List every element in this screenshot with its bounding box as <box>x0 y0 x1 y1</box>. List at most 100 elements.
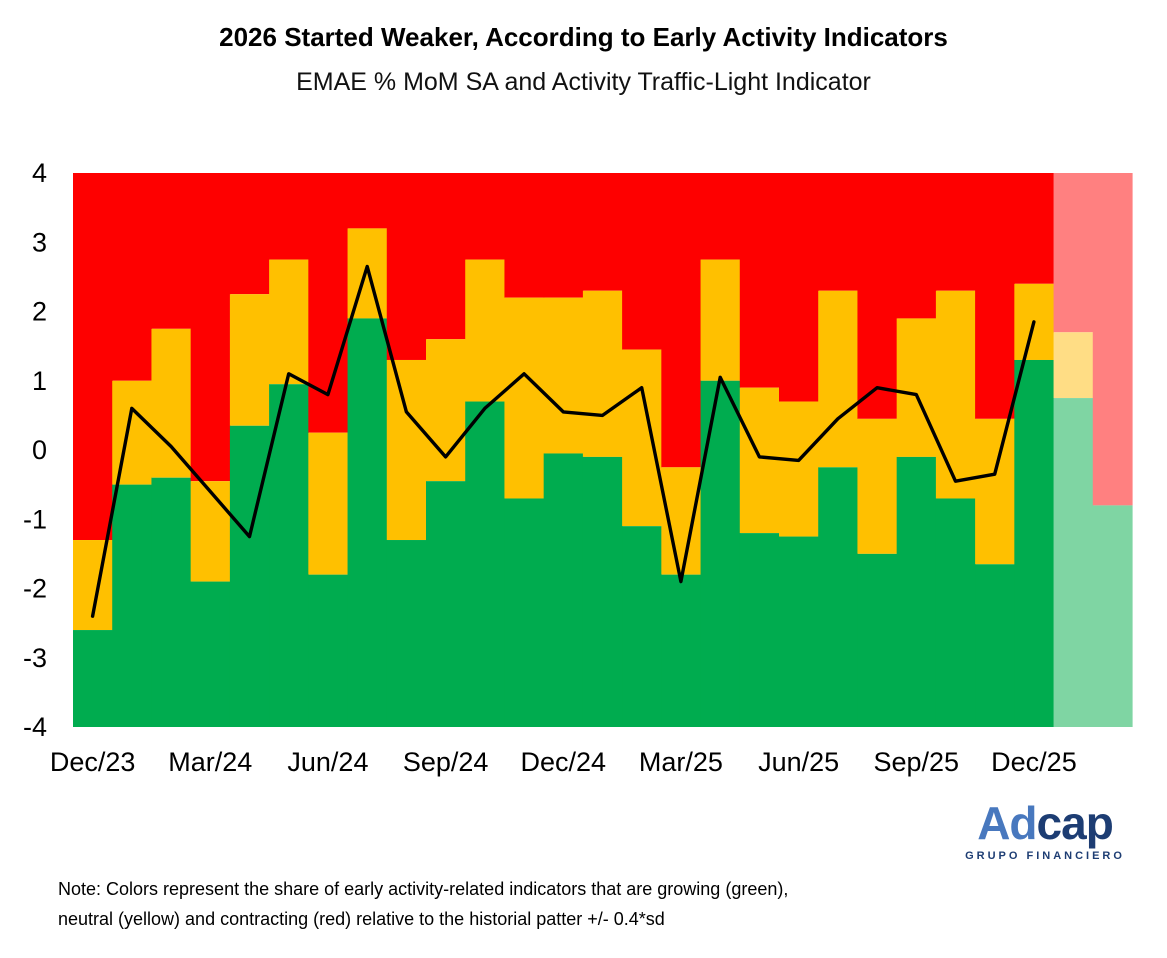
bar-segment-yellow <box>229 294 270 426</box>
bar-segment-yellow <box>465 259 506 402</box>
bar-Sep-24 <box>426 173 466 727</box>
footnote-line-2: neutral (yellow) and contracting (red) r… <box>58 909 665 929</box>
bar-segment-red <box>700 173 741 260</box>
bar-segment-green <box>975 564 1015 727</box>
bar-segment-red <box>347 173 388 229</box>
bar-segment-red <box>543 173 584 298</box>
bar-segment-yellow <box>857 418 898 554</box>
bar-segment-yellow <box>543 297 584 454</box>
bar-segment-yellow <box>779 401 819 537</box>
bar-segment-red <box>269 173 309 260</box>
adcap-logo: Adcap GRUPO FINANCIERO <box>945 800 1145 862</box>
bar-Dec-25 <box>1014 173 1055 727</box>
bar-segment-yellow <box>622 349 662 527</box>
bar-segment-green <box>857 553 898 727</box>
bar-segment-red <box>386 173 427 360</box>
bar-May-24 <box>269 173 309 727</box>
bar-segment-green <box>543 453 584 727</box>
bar-segment-green <box>935 498 976 727</box>
bar-segment-yellow <box>1053 332 1094 399</box>
adcap-logo-ad: Ad <box>977 797 1037 849</box>
bar-segment-yellow <box>818 290 859 468</box>
x-tick-label: Mar/24 <box>168 747 252 777</box>
bar-Jan-24 <box>112 173 153 727</box>
bar-segment-red <box>896 173 937 319</box>
bar-segment-yellow <box>504 297 545 499</box>
y-tick-label: -3 <box>23 643 47 673</box>
bar-segment-green <box>582 456 623 727</box>
bar-segment-green <box>504 498 545 727</box>
bar-segment-red <box>779 173 819 402</box>
bar-segment-yellow <box>935 290 976 499</box>
bar-segment-green <box>622 526 662 727</box>
bar-segment-green <box>1053 398 1094 727</box>
bar-Mar-24 <box>190 173 231 727</box>
x-axis: Dec/23 Mar/24 Jun/24 Sep/24 Dec/24 Mar/25 Jun/… <box>50 747 1077 777</box>
bar-segment-yellow <box>582 290 623 457</box>
chart-title: 2026 Started Weaker, According to Early … <box>219 22 948 52</box>
bar-segment-red <box>465 173 506 260</box>
bar-segment-red <box>661 173 702 468</box>
bar-Feb-24 <box>151 173 192 727</box>
bar-Apr-24 <box>229 173 270 727</box>
bar-Aug-24 <box>386 173 427 727</box>
y-tick-label: 2 <box>32 297 47 327</box>
bar-segment-red <box>504 173 545 298</box>
x-tick-label: Dec/24 <box>520 747 606 777</box>
bar-segment-red <box>582 173 623 291</box>
bar-segment-red <box>190 173 231 482</box>
y-tick-label: -1 <box>23 504 47 534</box>
bar-Dec-23 <box>73 173 113 727</box>
bar-segment-green <box>308 574 349 727</box>
bar-Mar-25 <box>661 173 702 727</box>
bar-segment-red <box>739 173 780 388</box>
bar-segment-yellow <box>269 259 309 385</box>
bar-segment-yellow <box>700 259 741 381</box>
adcap-logo-cap: cap <box>1036 797 1114 849</box>
bar-Jun-25 <box>779 173 819 727</box>
x-tick-label: Dec/25 <box>991 747 1077 777</box>
y-tick-label: 3 <box>32 227 47 257</box>
bar-Feb-26 <box>1092 173 1133 727</box>
bar-segment-red <box>1092 173 1133 506</box>
bar-segment-green <box>700 380 741 727</box>
x-tick-label: Sep/25 <box>873 747 959 777</box>
bar-segment-red <box>818 173 859 291</box>
bar-segment-yellow <box>112 380 153 485</box>
bar-Apr-25 <box>700 173 741 727</box>
footnote-line-1: Note: Colors represent the share of earl… <box>58 879 789 899</box>
x-tick-label: Jun/25 <box>758 747 839 777</box>
bar-segment-green <box>269 384 309 727</box>
bar-segment-green <box>190 581 231 727</box>
bar-Nov-24 <box>504 173 545 727</box>
bar-segment-green <box>779 536 819 727</box>
bar-segment-yellow <box>151 328 192 478</box>
bar-Oct-25 <box>935 173 976 727</box>
bar-segment-green <box>73 630 113 727</box>
x-tick-label: Mar/25 <box>639 747 723 777</box>
bar-segment-yellow <box>739 387 780 534</box>
bar-Aug-25 <box>857 173 898 727</box>
bar-segment-green <box>661 574 702 727</box>
x-tick-label: Dec/23 <box>50 747 136 777</box>
x-tick-label: Jun/24 <box>287 747 368 777</box>
bar-Jan-25 <box>582 173 623 727</box>
bar-segment-green <box>386 540 427 727</box>
bar-segment-yellow <box>386 359 427 541</box>
bar-segment-red <box>426 173 466 340</box>
bar-segment-green <box>112 484 153 727</box>
bar-segment-red <box>1014 173 1055 284</box>
bar-Jun-24 <box>308 173 349 727</box>
bar-Nov-25 <box>975 173 1015 727</box>
bar-segment-green <box>1014 359 1055 727</box>
bar-segment-red <box>73 173 113 541</box>
bar-segment-red <box>935 173 976 291</box>
y-tick-label: -2 <box>23 574 47 604</box>
bar-Oct-24 <box>465 173 506 727</box>
bar-segment-red <box>151 173 192 329</box>
bar-Jul-25 <box>818 173 859 727</box>
bar-segment-yellow <box>896 318 937 457</box>
bar-segment-yellow <box>190 481 231 582</box>
x-tick-label: Sep/24 <box>403 747 489 777</box>
